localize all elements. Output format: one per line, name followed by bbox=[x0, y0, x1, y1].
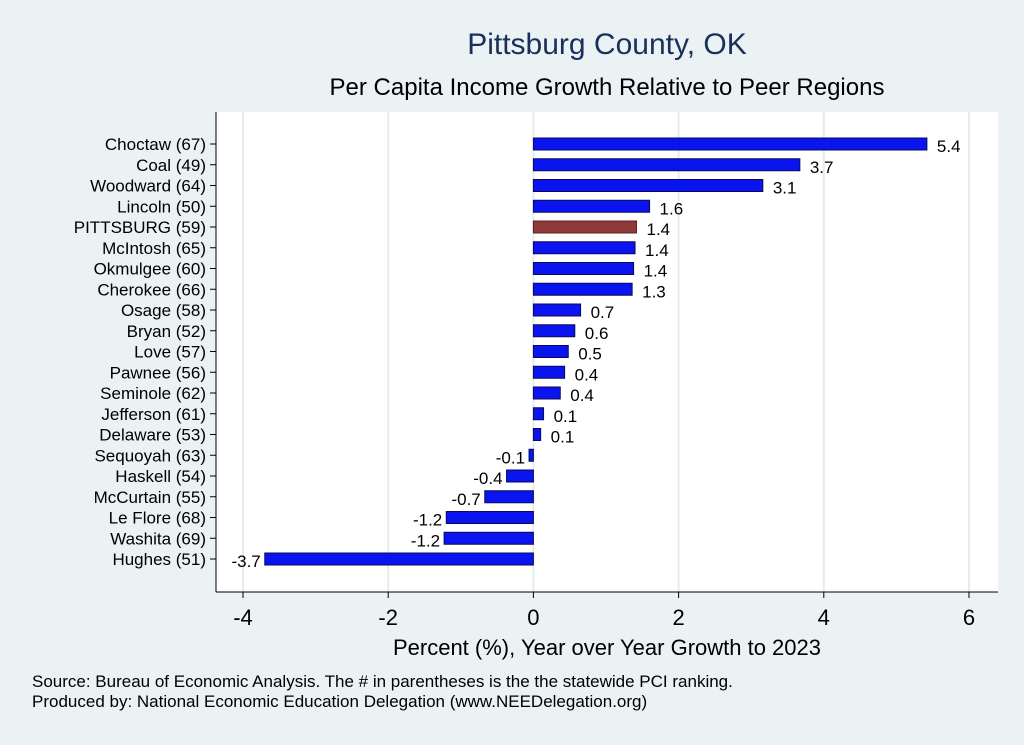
category-label: Love (57) bbox=[134, 343, 206, 362]
value-label: -0.7 bbox=[451, 490, 480, 509]
source-note: Source: Bureau of Economic Analysis. The… bbox=[32, 672, 733, 691]
category-label: Osage (58) bbox=[121, 301, 206, 320]
value-label: 1.3 bbox=[642, 282, 666, 301]
bar bbox=[532, 282, 633, 296]
value-label: 3.7 bbox=[810, 158, 834, 177]
bar bbox=[532, 179, 764, 192]
produced-by-note: Produced by: National Economic Education… bbox=[32, 692, 648, 711]
value-label: -0.4 bbox=[473, 469, 502, 488]
bar bbox=[532, 199, 651, 213]
bar bbox=[532, 407, 545, 421]
x-tick-label: 2 bbox=[672, 605, 684, 630]
x-tick-label: 4 bbox=[818, 605, 830, 630]
value-label: 0.5 bbox=[578, 345, 602, 364]
x-tick-label: 0 bbox=[527, 605, 539, 630]
bar bbox=[532, 158, 801, 172]
bar bbox=[532, 386, 561, 400]
x-axis-label: Percent (%), Year over Year Growth to 20… bbox=[392, 635, 822, 660]
category-label: Washita (69) bbox=[110, 529, 206, 548]
value-label: 0.1 bbox=[551, 428, 575, 447]
value-label: 1.4 bbox=[646, 220, 670, 239]
category-label: Delaware (53) bbox=[99, 426, 206, 445]
category-label: Jefferson (61) bbox=[101, 405, 206, 424]
category-label: Seminole (62) bbox=[100, 384, 206, 403]
value-label: 1.6 bbox=[660, 199, 684, 218]
category-label: Okmulgee (60) bbox=[94, 260, 206, 279]
category-label: Woodward (64) bbox=[90, 177, 206, 196]
category-label: PITTSBURG (59) bbox=[74, 218, 206, 237]
bar bbox=[506, 469, 534, 483]
value-label: 0.1 bbox=[554, 407, 578, 426]
category-label: Le Flore (68) bbox=[109, 509, 206, 528]
category-label: Bryan (52) bbox=[127, 322, 206, 341]
value-label: -1.2 bbox=[413, 511, 442, 530]
value-label: -0.1 bbox=[496, 448, 525, 467]
bar bbox=[532, 241, 636, 255]
value-label: -3.7 bbox=[231, 552, 260, 571]
category-label: McCurtain (55) bbox=[94, 488, 206, 507]
bar bbox=[532, 345, 569, 358]
value-label: 0.4 bbox=[570, 386, 594, 405]
x-tick-label: -4 bbox=[233, 605, 253, 630]
bar bbox=[532, 303, 582, 317]
bar bbox=[532, 262, 635, 275]
bar bbox=[532, 137, 928, 151]
bar bbox=[443, 531, 534, 545]
bar bbox=[528, 448, 534, 462]
category-label: McIntosh (65) bbox=[102, 239, 206, 258]
value-label: 5.4 bbox=[937, 137, 961, 156]
value-label: 1.4 bbox=[644, 262, 668, 281]
category-label: Haskell (54) bbox=[115, 467, 206, 486]
value-label: 1.4 bbox=[645, 241, 669, 260]
value-label: -1.2 bbox=[411, 531, 440, 550]
bar-highlight bbox=[532, 220, 637, 234]
category-label: Lincoln (50) bbox=[117, 197, 206, 216]
bar bbox=[532, 324, 576, 338]
x-tick-label: 6 bbox=[963, 605, 975, 630]
category-label: Pawnee (56) bbox=[110, 363, 206, 382]
category-label: Sequoyah (63) bbox=[94, 446, 206, 465]
value-label: 0.4 bbox=[575, 365, 599, 384]
bar bbox=[484, 490, 534, 504]
x-tick-label: -2 bbox=[378, 605, 398, 630]
bar bbox=[532, 365, 566, 379]
chart-subtitle: Per Capita Income Growth Relative to Pee… bbox=[329, 74, 885, 101]
category-label: Hughes (51) bbox=[112, 550, 206, 569]
category-label: Coal (49) bbox=[136, 156, 206, 175]
value-label: 0.6 bbox=[585, 324, 609, 343]
bar bbox=[445, 511, 534, 524]
category-label: Cherokee (66) bbox=[97, 280, 206, 299]
category-label: Choctaw (67) bbox=[105, 135, 206, 154]
chart-title: Pittsburg County, OK bbox=[467, 28, 747, 61]
chart-notes: Source: Bureau of Economic Analysis. The… bbox=[32, 672, 733, 712]
bar bbox=[264, 552, 534, 566]
bar bbox=[532, 428, 542, 441]
value-label: 0.7 bbox=[591, 303, 615, 322]
value-label: 3.1 bbox=[773, 179, 797, 198]
